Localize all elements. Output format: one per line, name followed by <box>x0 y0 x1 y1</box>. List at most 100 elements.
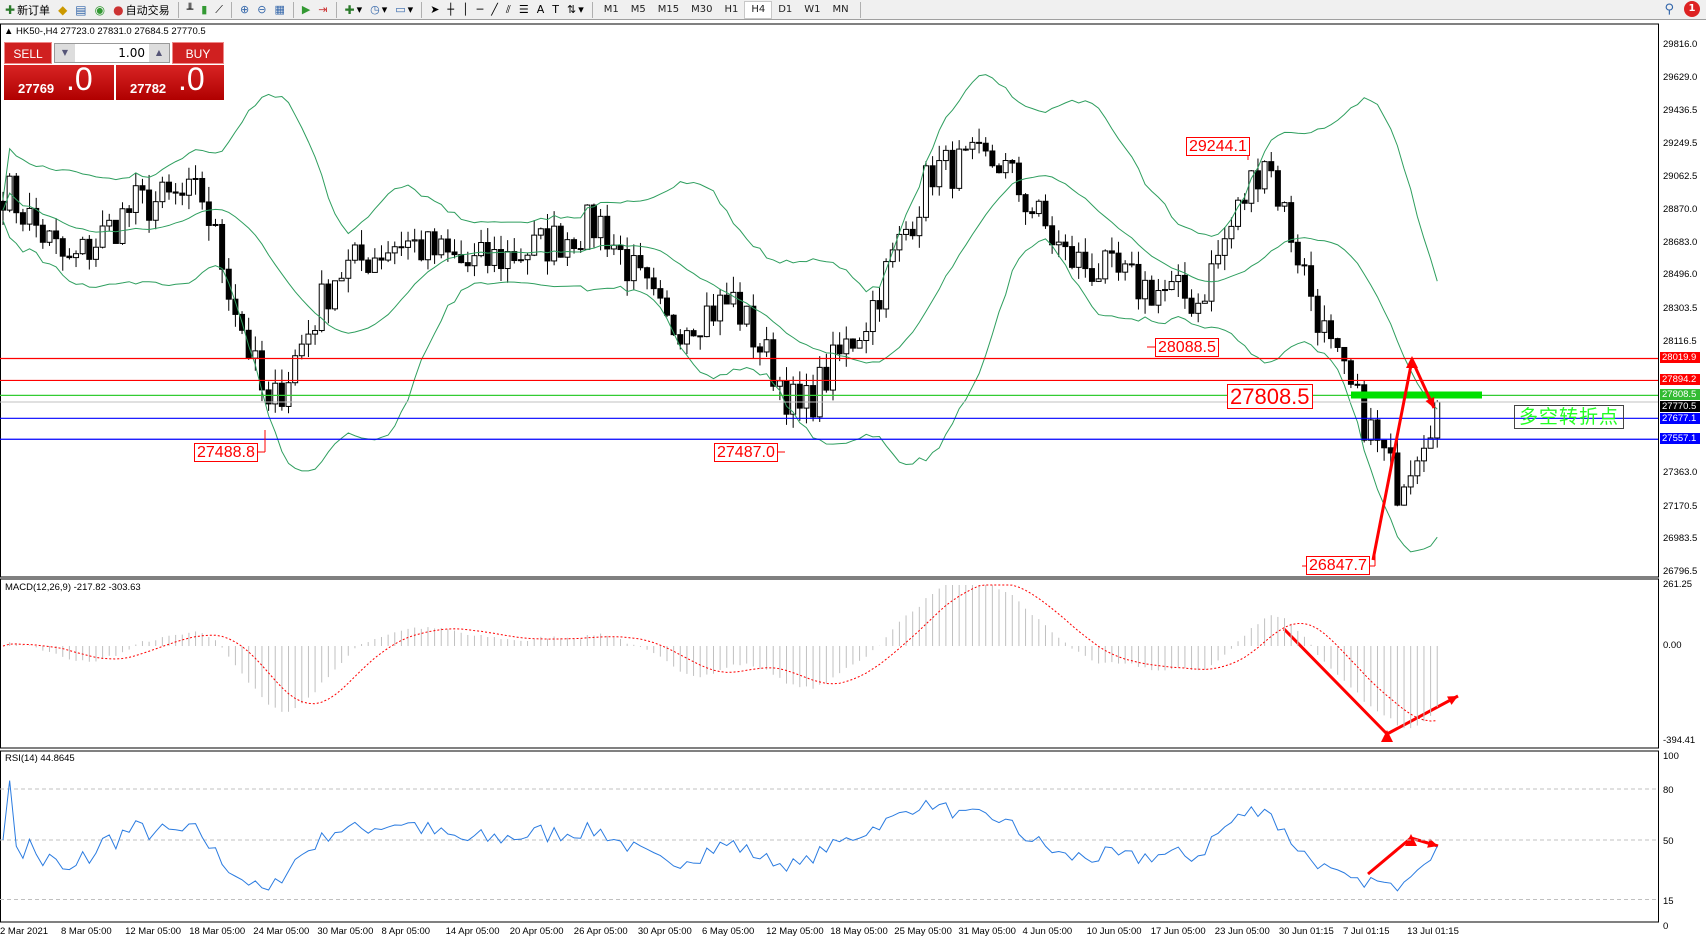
time-axis-label: 18 Mar 05:00 <box>189 926 246 937</box>
indicators-button[interactable]: ✚ ▾ <box>344 2 363 17</box>
candle-body <box>1354 383 1361 386</box>
buy-price[interactable]: 27782 .0 <box>116 61 224 100</box>
candle-body <box>1162 289 1168 292</box>
candle-body <box>1069 246 1076 268</box>
candle-body <box>1288 202 1295 243</box>
candle-body <box>172 191 179 194</box>
low-annotation[interactable]: 28088.5 <box>1155 338 1219 357</box>
channel-button[interactable]: ⫽ <box>503 1 514 19</box>
vertical-line-button[interactable]: │ <box>459 1 472 19</box>
tile-windows-button[interactable]: ▦ <box>271 1 287 19</box>
market-watch-button[interactable]: ◆ <box>55 1 70 19</box>
sell-button[interactable]: SELL <box>4 42 52 64</box>
candle-body <box>756 346 763 353</box>
pivot-annotation[interactable]: 27808.5 <box>1227 384 1313 409</box>
candle-body <box>53 230 60 240</box>
timeframe-h1[interactable]: H1 <box>724 4 739 15</box>
candle-body <box>1241 199 1248 204</box>
timeframe-h4[interactable]: H4 <box>744 0 773 19</box>
lot-decrease-icon[interactable]: ▼ <box>55 44 75 62</box>
candle-body <box>92 246 99 260</box>
candle-body <box>1381 439 1388 449</box>
signals-icon: ◉ <box>94 2 106 17</box>
templates-button[interactable]: ▭ ▾ <box>395 3 414 16</box>
lot-increase-icon[interactable]: ▲ <box>149 44 169 62</box>
candle-body <box>332 280 338 310</box>
arrows-button[interactable]: ⇅ ▾ <box>566 3 584 16</box>
high-annotation[interactable]: 29244.1 <box>1186 137 1250 156</box>
cursor-button[interactable]: ➤ <box>427 1 442 19</box>
timeframe-mn[interactable]: MN <box>832 4 849 15</box>
zoom-in-button[interactable]: ⊕ <box>237 1 252 19</box>
timeframe-d1[interactable]: D1 <box>778 4 793 15</box>
candle-body <box>1009 160 1016 164</box>
low-annotation[interactable]: 27487.0 <box>714 443 778 462</box>
candle-body <box>1268 161 1275 172</box>
low-annotation[interactable]: 27488.8 <box>194 443 258 462</box>
sell-price[interactable]: 27769 .0 <box>4 61 114 100</box>
chart-canvas[interactable] <box>0 20 1706 938</box>
timeframe-m15[interactable]: M15 <box>657 4 680 15</box>
rsi-pane-frame <box>0 750 1659 923</box>
autoscroll-button[interactable]: ▶ <box>299 1 313 19</box>
time-axis-label: 18 May 05:00 <box>830 926 888 937</box>
candle-body <box>1095 278 1102 282</box>
candle-body <box>929 165 936 188</box>
toolbar-right: ⚲ 1 <box>1664 1 1700 17</box>
signals-button[interactable]: ◉ <box>92 1 108 19</box>
lot-size-input[interactable]: 1.00 <box>118 46 145 60</box>
candle-body <box>557 225 564 258</box>
candle-body <box>491 249 498 266</box>
candle-body <box>1228 225 1235 240</box>
chart-shift-button[interactable]: ⇥ <box>315 1 330 19</box>
timeframe-m5[interactable]: M5 <box>630 4 646 15</box>
candle-body <box>119 208 126 244</box>
candlestick-button[interactable]: ▮ <box>198 1 210 19</box>
new-order-button[interactable]: ✚ 新订单 <box>2 1 53 19</box>
price-axis-label: 26983.5 <box>1663 533 1698 545</box>
bar-chart-button[interactable]: ╨ <box>184 1 197 19</box>
search-icon[interactable]: ⚲ <box>1664 1 1674 17</box>
zoom-out-button[interactable]: ⊖ <box>254 1 269 19</box>
line-chart-button[interactable]: ⟋ <box>212 1 226 19</box>
crosshair-icon: ┼ <box>447 3 455 16</box>
text-button[interactable]: A <box>534 1 548 19</box>
timeframe-m30[interactable]: M30 <box>691 4 713 15</box>
horizontal-line-button[interactable]: ─ <box>474 1 487 19</box>
candle-body <box>398 246 405 249</box>
divider <box>335 1 337 18</box>
candle-body <box>1195 302 1202 314</box>
crosshair-button[interactable]: ┼ <box>444 1 457 19</box>
text-label-button[interactable]: T <box>549 1 562 19</box>
history-button[interactable]: ▤ <box>72 1 89 19</box>
notification-badge[interactable]: 1 <box>1684 1 1700 17</box>
rsi-trend-arrow <box>1367 836 1439 876</box>
candle-body <box>365 259 372 273</box>
candle-body <box>730 291 737 305</box>
candle-body <box>511 251 518 262</box>
auto-trading-button[interactable]: ● 自动交易 <box>110 1 172 19</box>
symbol-info: ▲ HK50-,H4 27723.0 27831.0 27684.5 27770… <box>4 26 206 37</box>
horizontal-line-icon: ─ <box>476 3 484 16</box>
buy-button[interactable]: BUY <box>172 42 224 64</box>
candle-body <box>444 238 451 253</box>
candle-body <box>59 238 66 257</box>
trendline-button[interactable]: ╱ <box>488 1 501 19</box>
periods-button[interactable]: ◷ ▾ <box>370 3 388 16</box>
candle-body <box>1015 162 1022 196</box>
time-axis-label: 30 Jun 01:15 <box>1278 926 1334 937</box>
timeframe-w1[interactable]: W1 <box>804 4 821 15</box>
candle-body <box>19 212 26 225</box>
turning-point-label[interactable]: 多空转折点 <box>1514 405 1624 429</box>
rsi-label: RSI(14) 44.8645 <box>5 753 75 764</box>
timeframe-m1[interactable]: M1 <box>603 4 619 15</box>
candle-body <box>1248 170 1255 204</box>
time-axis-label: 17 Jun 05:00 <box>1150 926 1206 937</box>
lot-size-stepper[interactable]: ▼ 1.00 ▲ <box>54 43 170 63</box>
fibonacci-button[interactable]: ☰ <box>516 1 532 19</box>
divider <box>231 1 232 18</box>
divider <box>292 1 294 18</box>
candle-body <box>717 294 724 322</box>
low-annotation[interactable]: 26847.7 <box>1306 556 1370 575</box>
tile-windows-icon: ▦ <box>274 3 285 16</box>
